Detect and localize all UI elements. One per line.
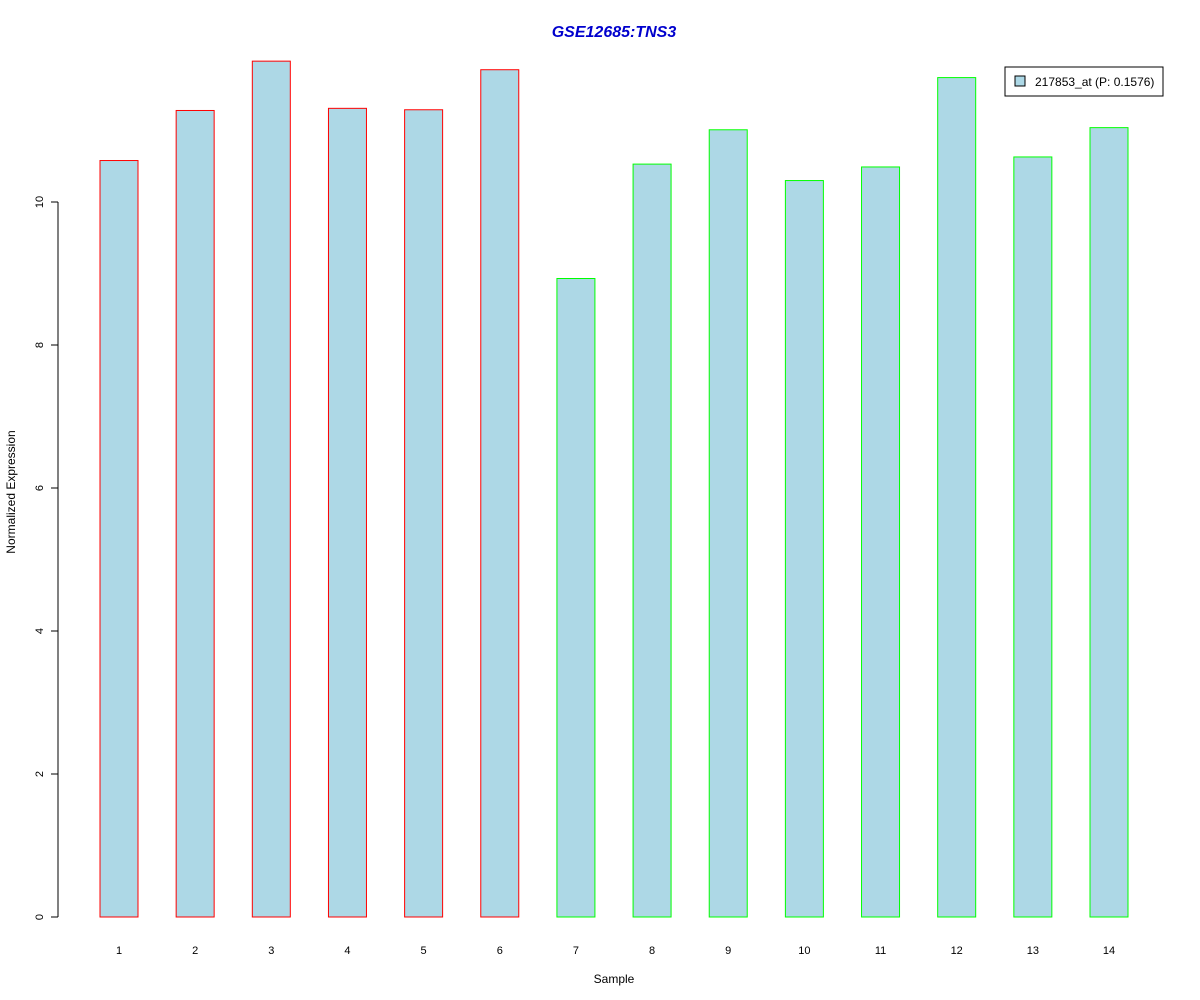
bar-sample-11 [861,166,901,918]
x-tick-label: 9 [725,945,731,957]
x-tick-label: 10 [798,945,810,957]
legend: 217853_at (P: 0.1576) [1004,66,1164,97]
bar-sample-4 [327,107,367,918]
bars-group [99,60,1129,918]
bar-sample-2 [175,109,215,918]
y-tick-label: 8 [34,342,46,348]
x-tick-label: 14 [1103,945,1115,957]
bar-sample-14 [1089,127,1129,918]
x-tick-labels: 1 2 3 4 5 6 7 8 9 10 11 12 13 14 [116,945,1115,957]
y-tick-label: 6 [34,485,46,491]
bar-sample-6 [480,69,520,918]
y-tick-label: 2 [34,771,46,777]
x-tick-label: 2 [192,945,198,957]
bar-sample-5 [404,109,444,918]
bar-sample-8 [632,163,672,918]
x-tick-label: 8 [649,945,655,957]
bar-sample-3 [251,60,291,918]
x-tick-label: 5 [421,945,427,957]
bar-sample-13 [1013,156,1053,918]
x-tick-label: 12 [951,945,963,957]
y-tick-label: 4 [34,628,46,634]
x-tick-label: 1 [116,945,122,957]
x-axis-title: Sample [594,972,635,986]
legend-swatch [1014,75,1026,87]
x-tick-label: 7 [573,945,579,957]
bar-sample-1 [99,160,139,918]
x-tick-label: 6 [497,945,503,957]
y-tick-label: 0 [34,914,46,920]
chart-title: GSE12685:TNS3 [552,24,677,41]
bar-sample-12 [937,77,977,918]
x-tick-label: 13 [1027,945,1039,957]
y-axis: 0 2 4 6 8 10 [34,196,59,920]
bar-sample-10 [784,180,824,918]
x-tick-label: 4 [344,945,350,957]
x-tick-label: 3 [268,945,274,957]
bar-sample-7 [556,278,596,918]
y-tick-label: 10 [34,196,46,208]
x-tick-label: 11 [875,945,886,957]
legend-entry-label: 217853_at (P: 0.1576) [1035,75,1154,89]
y-axis-title: Normalized Expression [4,430,18,553]
bar-sample-9 [708,129,748,918]
legend-box [1004,66,1164,97]
